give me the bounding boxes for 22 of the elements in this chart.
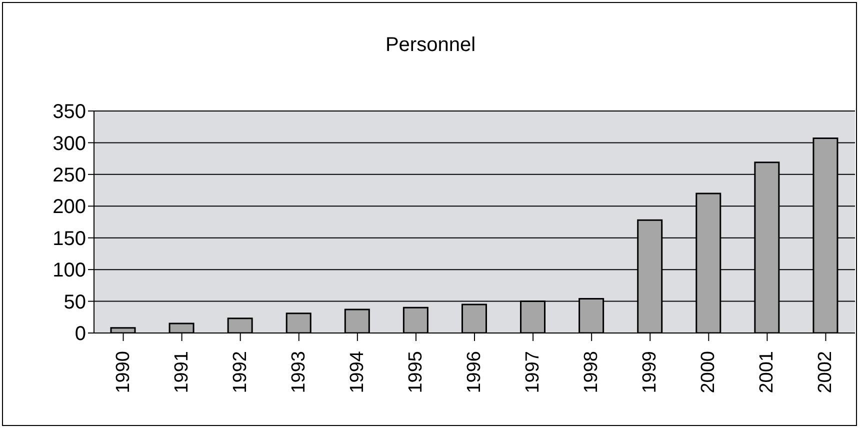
y-tick-label: 150 [52, 228, 86, 250]
x-tick-label: 2002 [815, 351, 836, 394]
x-tick-label: 1993 [288, 351, 310, 394]
y-tick-label: 350 [52, 101, 86, 124]
y-tick-label: 100 [52, 260, 86, 282]
x-tick-label: 1999 [640, 351, 661, 394]
x-tick-label: 2000 [698, 351, 720, 394]
chart-title: Personnel [384, 34, 477, 57]
x-tick-label: 2001 [756, 351, 778, 394]
y-tick-label: 0 [74, 323, 86, 346]
x-tick-label: 1991 [171, 351, 192, 394]
x-tick-label: 1994 [346, 350, 368, 394]
x-tick-label: 1992 [230, 351, 251, 394]
x-tick-label: 1990 [112, 351, 134, 394]
x-tick-label: 1996 [464, 351, 485, 394]
x-tick-label: 1995 [405, 351, 426, 394]
x-tick-label: 1998 [581, 351, 602, 394]
y-tick-label: 300 [52, 132, 86, 155]
y-tick-label: 200 [52, 196, 86, 218]
y-tick-label: 50 [64, 291, 86, 314]
x-tick-label: 1997 [522, 351, 544, 394]
y-tick-label: 250 [52, 164, 86, 187]
